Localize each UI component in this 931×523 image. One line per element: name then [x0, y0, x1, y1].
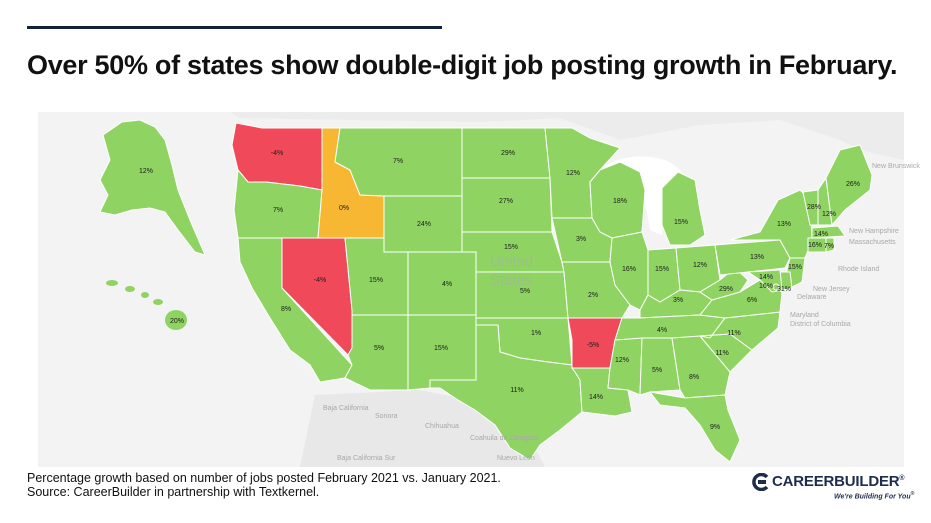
state-value-NM: 15%	[434, 345, 448, 352]
state-value-TX: 11%	[510, 387, 524, 394]
state-value-NH: 12%	[822, 211, 836, 218]
state-value-ME: 26%	[846, 181, 860, 188]
footnote: Percentage growth based on number of job…	[27, 471, 501, 499]
state-value-MA: 14%	[814, 231, 828, 238]
state-value-TN: 4%	[657, 327, 667, 334]
state-value-LA: 14%	[589, 394, 603, 401]
state-value-IA: 3%	[576, 236, 586, 243]
state-value-AL: 5%	[652, 367, 662, 374]
state-value-KY: 3%	[673, 297, 683, 304]
state-FL[interactable]	[648, 391, 741, 463]
state-value-MN: 12%	[566, 170, 580, 177]
state-value-SC: 11%	[715, 350, 729, 357]
state-value-PA: 13%	[750, 254, 764, 261]
state-VA[interactable]	[699, 279, 783, 319]
state-HI[interactable]	[106, 280, 187, 330]
state-MI[interactable]	[661, 171, 706, 246]
state-value-CO: 4%	[442, 281, 452, 288]
state-value-VT: 28%	[807, 204, 821, 211]
state-value-MI: 15%	[674, 219, 688, 226]
careerbuilder-logo: CAREERBUILDER® We're Building For You®	[752, 472, 915, 502]
place-rhode-island: Rhode Island	[838, 266, 879, 273]
state-ME[interactable]	[825, 144, 873, 227]
state-AK[interactable]	[99, 119, 206, 256]
state-DC[interactable]	[772, 283, 780, 291]
state-value-DC: 31%	[777, 286, 791, 293]
state-value-RI: 7%	[824, 243, 834, 250]
place-new-hampshire: New Hampshire	[849, 228, 899, 235]
state-SD[interactable]	[461, 177, 553, 233]
footnote-source: Source: CareerBuilder in partnership wit…	[27, 485, 320, 499]
state-value-NY: 13%	[777, 221, 791, 228]
state-value-OR: 7%	[273, 207, 283, 214]
state-value-SD: 27%	[499, 198, 513, 205]
state-value-MT: 7%	[393, 158, 403, 165]
state-value-IL: 16%	[622, 266, 636, 273]
state-value-FL: 9%	[710, 424, 720, 431]
state-value-MO: 2%	[588, 292, 598, 299]
country-label-1: United	[490, 253, 533, 270]
place-coahuila: Coahuila de Zaragoza	[470, 435, 539, 442]
state-value-GA: 8%	[689, 374, 699, 381]
state-NM[interactable]	[407, 314, 477, 391]
headline: Over 50% of states show double-digit job…	[27, 50, 898, 80]
place-massachusetts: Massachusetts	[849, 239, 896, 246]
state-value-HI: 20%	[170, 318, 184, 325]
state-WI[interactable]	[589, 161, 646, 239]
place-new-jersey: New Jersey	[813, 286, 850, 293]
state-value-AK: 12%	[139, 168, 153, 175]
state-value-MS: 12%	[615, 357, 629, 364]
place-delaware: Delaware	[797, 294, 827, 301]
place-baja-california: Baja California	[323, 405, 369, 412]
state-value-CT: 16%	[808, 242, 822, 249]
state-value-WY: 24%	[417, 221, 431, 228]
place-chihuahua: Chihuahua	[425, 423, 459, 430]
place-nuevo-leon: Nuevo León	[497, 455, 535, 462]
state-value-IN: 15%	[655, 266, 669, 273]
brand-tagline: We're Building For You®	[834, 491, 915, 501]
place-sonora: Sonora	[375, 413, 398, 420]
state-AL[interactable]	[639, 337, 681, 396]
state-value-NE: 15%	[504, 244, 518, 251]
state-value-WI: 18%	[613, 198, 627, 205]
state-value-MD: 16%	[759, 283, 773, 290]
state-value-AR: -5%	[587, 342, 599, 349]
country-label-2: States	[490, 272, 533, 289]
place-dc: District of Columbia	[790, 321, 851, 328]
state-value-OH: 12%	[693, 262, 707, 269]
careerbuilder-c-icon	[752, 473, 769, 491]
state-AZ[interactable]	[344, 314, 409, 391]
state-WV[interactable]	[699, 267, 749, 301]
place-baja-california-sur: Baja California Sur	[337, 455, 396, 462]
state-value-OK: 1%	[531, 330, 541, 337]
state-value-CA: 8%	[281, 306, 291, 313]
state-value-NJ: 15%	[788, 264, 802, 271]
top-rule	[27, 26, 442, 29]
state-value-KS: 5%	[520, 288, 530, 295]
state-value-NV: -4%	[314, 277, 326, 284]
state-RI[interactable]	[825, 237, 835, 253]
state-value-ID: 0%	[339, 205, 349, 212]
state-value-WA: -4%	[271, 150, 283, 157]
place-new-brunswick: New Brunswick	[872, 163, 920, 170]
state-value-DE: 14%	[759, 274, 773, 281]
brand-name: CAREERBUILDER®	[772, 473, 905, 490]
canada-land	[230, 112, 904, 160]
state-value-UT: 15%	[369, 277, 383, 284]
place-maryland: Maryland	[790, 312, 819, 319]
state-value-WV: 29%	[719, 286, 733, 293]
footnote-method: Percentage growth based on number of job…	[27, 471, 501, 485]
state-value-NC: 11%	[727, 330, 741, 337]
state-value-ND: 29%	[501, 150, 515, 157]
state-value-AZ: 5%	[374, 345, 384, 352]
state-value-VA: 6%	[747, 297, 757, 304]
state-TX[interactable]	[429, 324, 583, 461]
state-MA[interactable]	[811, 225, 846, 239]
